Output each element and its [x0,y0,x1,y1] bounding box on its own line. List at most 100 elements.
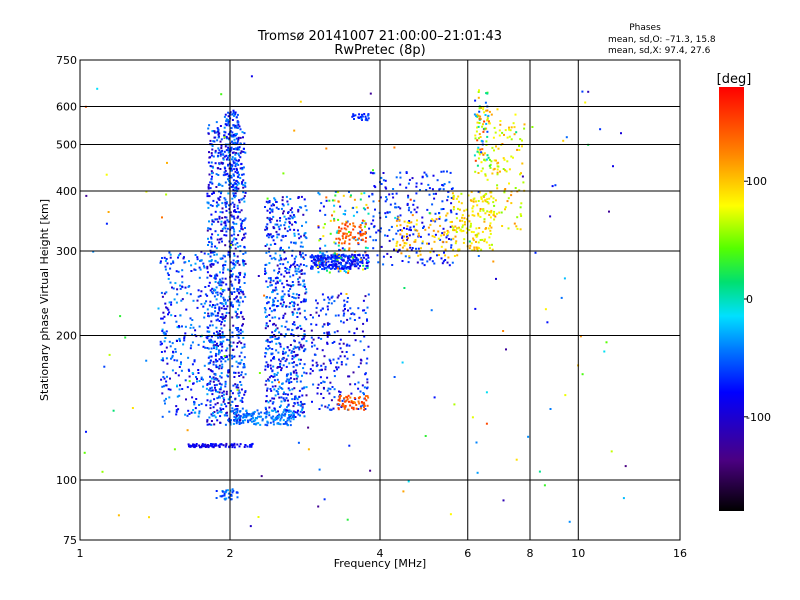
data-point [224,264,227,266]
data-point [230,494,233,497]
data-point [373,185,376,187]
data-point [281,196,284,199]
data-point [299,245,302,248]
data-point [250,417,253,420]
data-point [337,403,340,405]
data-point [369,171,372,174]
data-point [326,341,329,344]
data-point [321,257,324,260]
data-point [349,404,352,407]
data-point [187,443,190,446]
data-point [176,293,179,296]
data-point [205,300,208,303]
data-point [239,245,242,248]
data-point [235,116,238,119]
data-point [232,228,235,231]
data-point [214,358,217,361]
data-point [207,127,210,130]
data-point [209,274,212,277]
data-point [338,398,341,401]
data-point [430,219,433,222]
data-point [503,133,505,136]
data-point [282,352,284,355]
data-point [359,258,362,261]
data-point [269,221,272,224]
data-point [231,156,234,159]
data-point [265,322,268,325]
data-point [321,264,324,267]
data-point [232,112,235,115]
data-point [342,213,345,215]
data-point [420,247,422,250]
data-point [492,168,495,171]
data-point [236,288,239,291]
data-point [473,197,476,200]
data-point [105,173,108,176]
data-point [220,327,223,330]
data-point [312,316,314,319]
data-point [296,380,299,383]
data-point [297,308,300,311]
data-point [210,275,213,278]
data-point [236,255,239,258]
data-point [301,403,304,406]
data-point [331,260,333,263]
data-point [454,225,457,228]
data-point [490,209,493,212]
data-point [484,212,487,215]
data-point [317,259,320,262]
data-point [480,197,483,200]
data-point [232,186,235,189]
data-point [270,209,273,212]
data-point [275,390,278,392]
data-point [230,244,233,246]
data-point [463,209,466,212]
data-point [228,158,231,161]
data-point [341,247,344,250]
data-point [499,170,501,173]
data-point [301,346,304,349]
data-point [264,272,266,275]
data-point [348,344,351,347]
data-point [289,416,292,419]
data-point [179,314,182,317]
data-point [277,422,280,425]
data-point [426,175,429,178]
data-point [207,326,210,329]
data-point [278,396,281,399]
data-point [221,363,224,366]
data-point [176,288,179,291]
data-point [311,369,314,372]
data-point [477,114,480,117]
data-point [236,316,239,318]
data-point [515,458,518,461]
data-point [239,332,242,335]
data-point [483,238,486,241]
data-point [242,191,245,194]
data-point [178,366,181,368]
data-point [190,388,193,391]
data-point [233,266,236,269]
data-point [431,260,434,263]
data-point [239,361,242,364]
data-point [283,258,286,261]
data-point [350,259,352,262]
data-point [204,446,207,448]
data-point [240,150,243,153]
data-point [231,491,234,494]
data-point [207,356,210,359]
data-point [388,229,391,232]
data-point [357,400,360,403]
data-point [103,365,106,368]
data-point [233,415,236,418]
data-point [356,238,359,241]
data-point [220,443,223,446]
data-point [303,285,306,288]
data-point [283,409,286,412]
data-point [407,480,410,483]
data-point [367,114,370,117]
data-point [209,263,212,266]
data-point [215,497,218,499]
data-point [299,235,302,238]
data-point [299,414,301,417]
